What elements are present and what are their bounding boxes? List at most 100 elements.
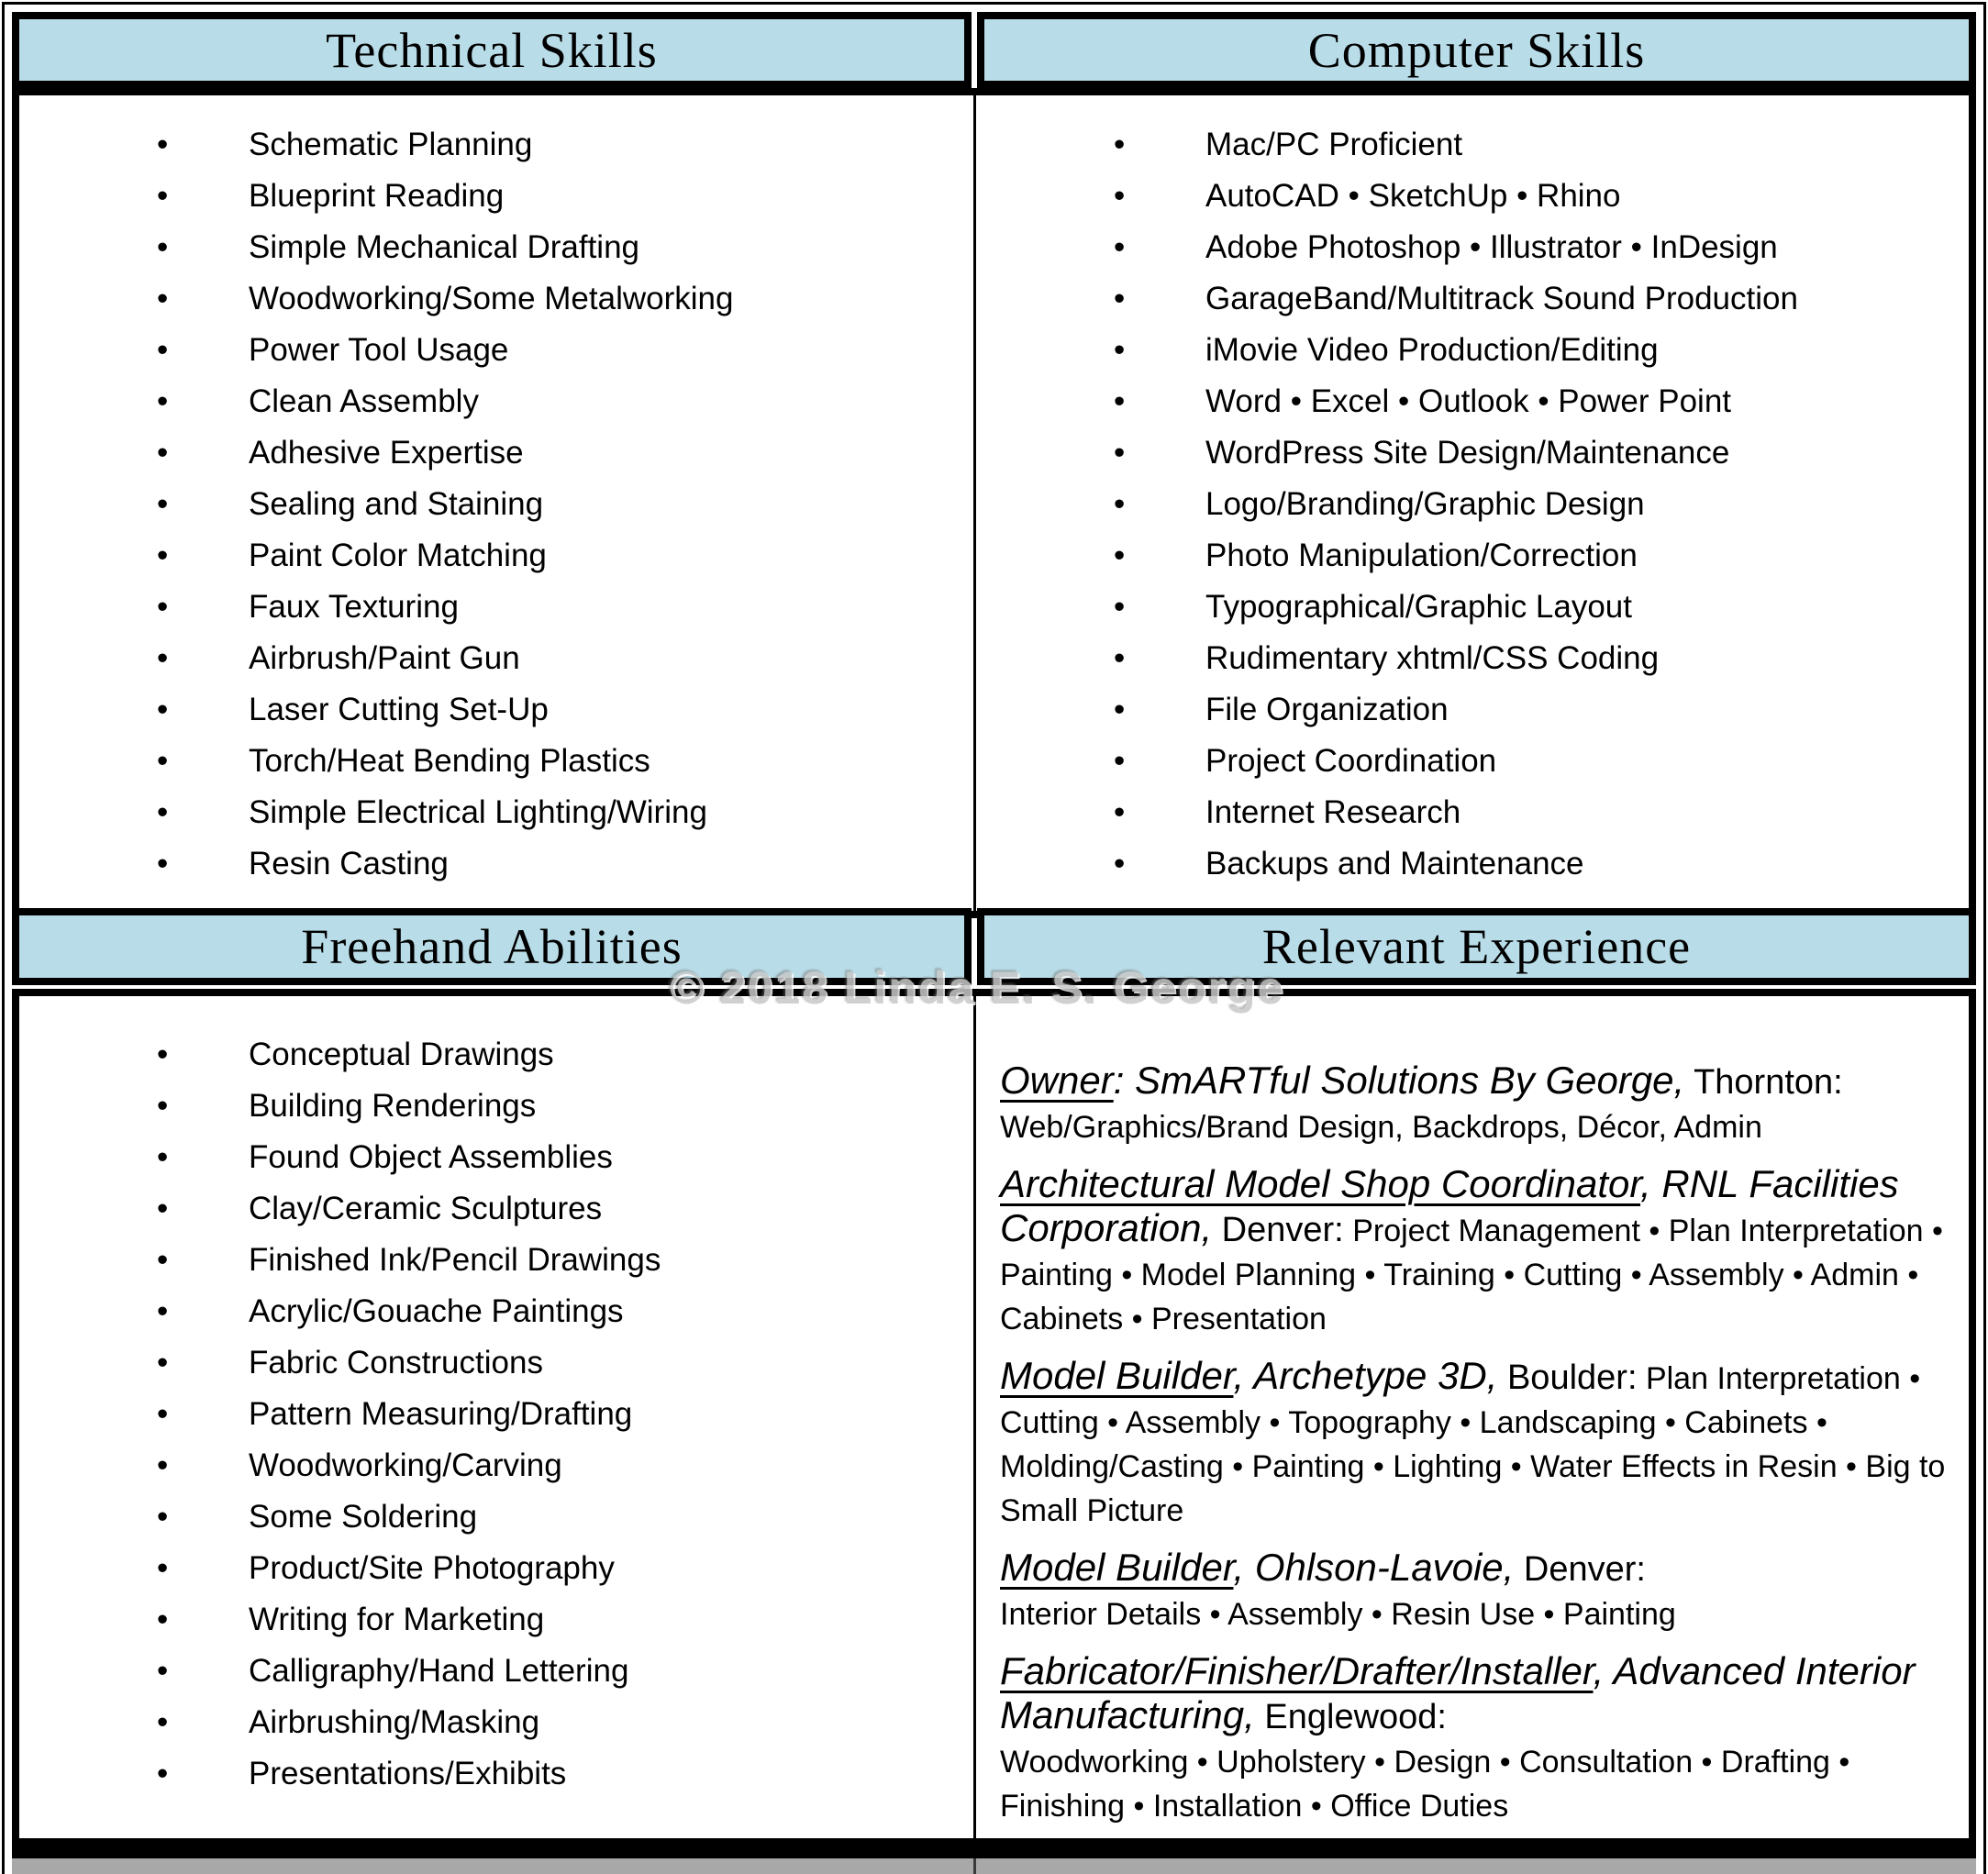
- list-item-label: AutoCAD • SketchUp • Rhino: [1205, 178, 1621, 214]
- list-item-label: Conceptual Drawings: [249, 1037, 554, 1072]
- job-details: Interior Details • Assembly • Resin Use …: [1000, 1597, 1676, 1632]
- list-item-label: Mac/PC Proficient: [1205, 127, 1463, 162]
- bullet-icon: •: [157, 589, 169, 625]
- list-item: • Project Coordination: [1114, 736, 1969, 787]
- list-item: • Acrylic/Gouache Paintings: [157, 1286, 973, 1337]
- list-item-label: GarageBand/Multitrack Sound Production: [1205, 281, 1798, 316]
- job-role: Architectural Model Shop Coordinator: [1000, 1162, 1641, 1205]
- list-item: • Backups and Maintenance: [1114, 838, 1969, 890]
- job-organization: Advanced Interior Manufacturing,: [1000, 1649, 1927, 1736]
- bullet-icon: •: [1114, 127, 1126, 162]
- list-item: • Resin Casting: [157, 838, 973, 890]
- list-item-label: Typographical/Graphic Layout: [1205, 589, 1632, 625]
- list-item-label: Backups and Maintenance: [1205, 846, 1584, 882]
- list-item-label: Laser Cutting Set-Up: [249, 692, 549, 727]
- list-item-label: Adobe Photoshop • Illustrator • InDesign: [1205, 229, 1778, 265]
- list-item-label: Resin Casting: [249, 846, 449, 882]
- list-item-label: Sealing and Staining: [249, 486, 544, 522]
- list-item: • Laser Cutting Set-Up: [157, 684, 973, 736]
- experience-entry: Model Builder, Archetype 3D, Boulder: Pl…: [1000, 1354, 1952, 1533]
- job-location: Boulder:: [1497, 1358, 1638, 1397]
- next-section-edge: [12, 1858, 1976, 1874]
- bullet-icon: •: [1114, 692, 1126, 727]
- job-organization: Archetype 3D,: [1253, 1354, 1498, 1397]
- list-item-label: Logo/Branding/Graphic Design: [1205, 486, 1645, 522]
- bullet-icon: •: [157, 1345, 169, 1381]
- list-item-label: Simple Electrical Lighting/Wiring: [249, 794, 707, 830]
- list-item-label: Airbrush/Paint Gun: [249, 640, 520, 676]
- list-item: • Woodworking/Some Metalworking: [157, 273, 973, 325]
- list-item-label: Project Coordination: [1205, 743, 1497, 779]
- job-location: Englewood:: [1254, 1698, 1447, 1736]
- bullet-icon: •: [1114, 383, 1126, 419]
- list-item-label: Pattern Measuring/Drafting: [249, 1396, 633, 1432]
- bullet-icon: •: [157, 743, 169, 779]
- bullet-icon: •: [157, 1293, 169, 1329]
- list-item: • Paint Color Matching: [157, 530, 973, 582]
- experience-list: Owner: SmARTful Solutions By George, Tho…: [976, 996, 1969, 1841]
- bullet-icon: •: [157, 538, 169, 573]
- list-item-label: Calligraphy/Hand Lettering: [249, 1653, 629, 1689]
- list-item: • Found Object Assemblies: [157, 1132, 973, 1183]
- list-item-label: Clay/Ceramic Sculptures: [249, 1191, 603, 1226]
- section-title: Freehand Abilities: [301, 919, 683, 974]
- list-item: • Faux Texturing: [157, 582, 973, 633]
- bullet-icon: •: [1114, 538, 1126, 573]
- column-divider: [973, 95, 976, 911]
- bullet-icon: •: [1114, 743, 1126, 779]
- list-item-label: Rudimentary xhtml/CSS Coding: [1205, 640, 1660, 676]
- section-title: Technical Skills: [326, 22, 658, 78]
- list-item-label: Photo Manipulation/Correction: [1205, 538, 1638, 573]
- list-item: • Conceptual Drawings: [157, 1029, 973, 1081]
- list-item: • Blueprint Reading: [157, 171, 973, 222]
- freehand-abilities-list: • Conceptual Drawings • Building Renderings…: [19, 996, 973, 1841]
- bullet-icon: •: [157, 1602, 169, 1637]
- section-header-technical-skills: Technical Skills: [12, 12, 972, 88]
- job-location: Thornton:: [1684, 1063, 1843, 1102]
- bullet-icon: •: [157, 1191, 169, 1226]
- bullet-icon: •: [1114, 281, 1126, 316]
- list-item: • Airbrushing/Masking: [157, 1697, 973, 1748]
- list-item-label: Some Soldering: [249, 1499, 478, 1535]
- list-item: • Adobe Photoshop • Illustrator • InDesig…: [1114, 222, 1969, 273]
- experience-entry: Model Builder, Ohlson-Lavoie, Denver: In…: [1000, 1546, 1952, 1636]
- job-separator: ,: [1233, 1546, 1255, 1589]
- bullet-icon: •: [157, 435, 169, 471]
- list-item: • Writing for Marketing: [157, 1594, 973, 1646]
- list-item-label: Simple Mechanical Drafting: [249, 229, 640, 265]
- bullet-icon: •: [1114, 846, 1126, 882]
- list-item-label: Adhesive Expertise: [249, 435, 524, 471]
- bullet-icon: •: [157, 794, 169, 830]
- job-separator: ,: [1233, 1354, 1254, 1397]
- list-item: • Fabric Constructions: [157, 1337, 973, 1389]
- bullet-icon: •: [157, 1037, 169, 1072]
- list-item: • Adhesive Expertise: [157, 427, 973, 479]
- list-item-label: Word • Excel • Outlook • Power Point: [1205, 383, 1732, 419]
- bullet-icon: •: [157, 692, 169, 727]
- list-item-label: Power Tool Usage: [249, 332, 509, 368]
- list-item-label: Writing for Marketing: [249, 1602, 545, 1637]
- list-item: • Calligraphy/Hand Lettering: [157, 1646, 973, 1697]
- list-item: • Torch/Heat Bending Plastics: [157, 736, 973, 787]
- bullet-icon: •: [1114, 589, 1126, 625]
- list-item: • Schematic Planning: [157, 119, 973, 171]
- list-item-label: Finished Ink/Pencil Drawings: [249, 1242, 661, 1278]
- job-role: Model Builder: [1000, 1354, 1234, 1397]
- list-item-label: Woodworking/Carving: [249, 1447, 562, 1483]
- job-separator: ,: [1640, 1162, 1662, 1205]
- header-row-1: Technical Skills Computer Skills: [12, 12, 1976, 88]
- technical-skills-list: • Schematic Planning • Blueprint Reading • Si…: [19, 95, 973, 911]
- list-item: • iMovie Video Production/Editing: [1114, 325, 1969, 376]
- bullet-icon: •: [157, 1396, 169, 1432]
- list-item: • Airbrush/Paint Gun: [157, 633, 973, 684]
- section-header-computer-skills: Computer Skills: [977, 12, 1976, 88]
- section-divider-bar: [12, 1838, 1976, 1858]
- job-organization: RNL Facilities Corporation,: [1000, 1162, 1910, 1249]
- list-item: • Simple Electrical Lighting/Wiring: [157, 787, 973, 838]
- column-divider: [973, 996, 976, 1841]
- section-title: Computer Skills: [1307, 22, 1646, 78]
- job-role: Model Builder: [1000, 1546, 1234, 1589]
- list-item-label: File Organization: [1205, 692, 1449, 727]
- job-details: Project Management • Plan Interpretation…: [1000, 1214, 1952, 1336]
